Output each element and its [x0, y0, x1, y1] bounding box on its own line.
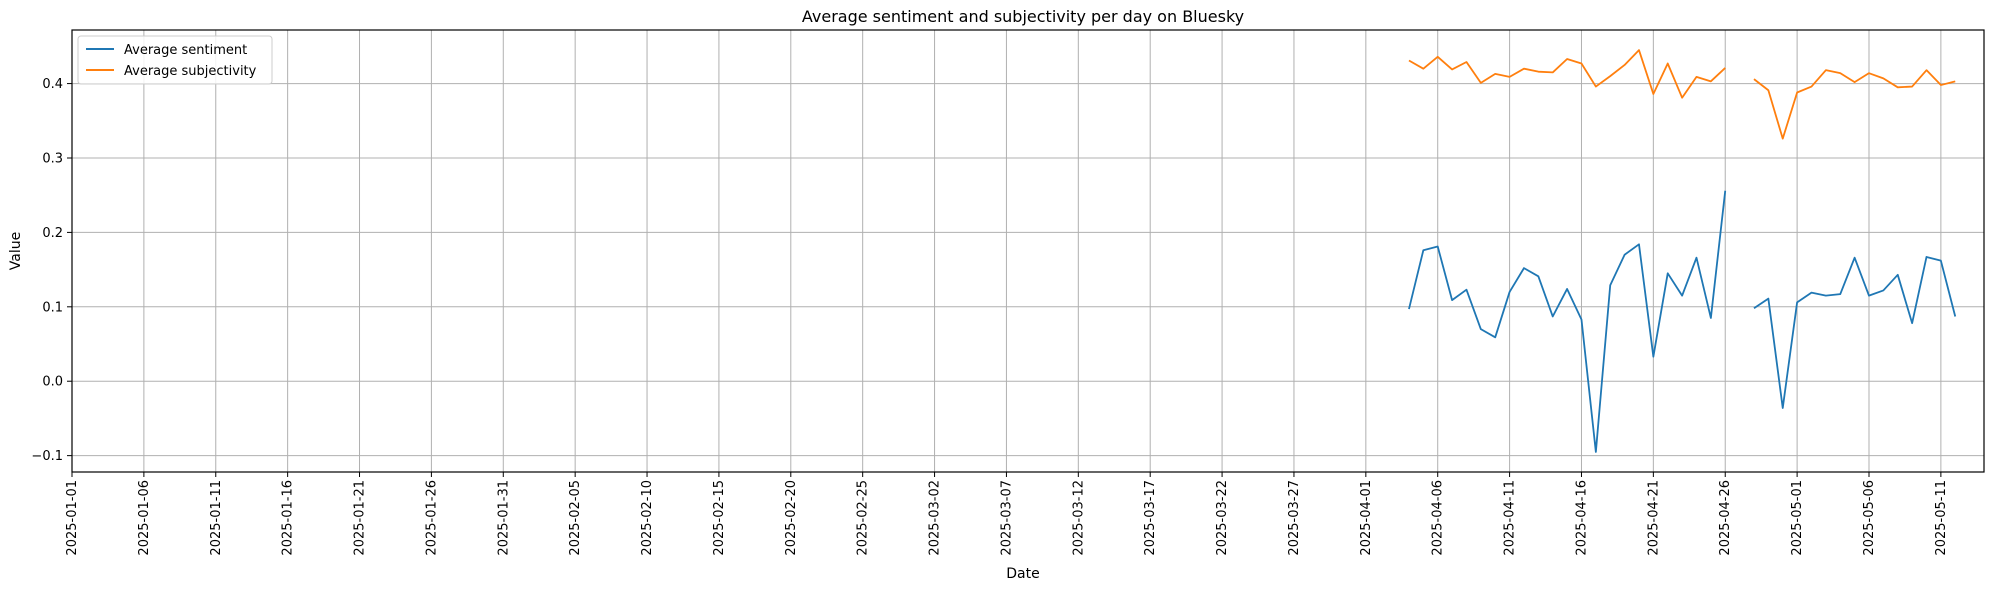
x-tick-label: 2025-01-16: [281, 480, 296, 556]
x-tick-label: 2025-01-26: [424, 480, 439, 556]
y-tick-label: 0.4: [42, 77, 63, 92]
legend-box: [77, 35, 273, 85]
x-tick-label: 2025-01-31: [496, 480, 511, 556]
legend-label-subjectivity: Average subjectivity: [124, 64, 257, 79]
series-line-sentiment-segment-1: [1408, 190, 1727, 453]
x-tick-label: 2025-04-11: [1503, 480, 1518, 556]
x-axis-ticks: 2025-01-01 2025-01-06 2025-01-11 2025-01-16…: [65, 472, 1949, 556]
x-tick-label: 2025-04-16: [1574, 480, 1589, 556]
x-tick-label: 2025-01-11: [209, 480, 224, 556]
series-line-subjectivity-segment-2: [1753, 69, 1956, 140]
y-tick-label: 0.1: [42, 300, 63, 315]
x-tick-label: 2025-01-01: [65, 480, 80, 556]
y-axis-ticks: −0.1 0.0 0.1 0.2 0.3 0.4: [31, 77, 72, 464]
x-tick-label: 2025-04-06: [1431, 480, 1446, 556]
y-tick-label: −0.1: [31, 449, 63, 464]
x-tick-label: 2025-03-02: [928, 480, 943, 556]
x-axis-label: Date: [1006, 566, 1039, 582]
x-tick-label: 2025-02-10: [640, 480, 655, 556]
grid: [71, 30, 1984, 472]
x-tick-label: 2025-03-07: [999, 480, 1014, 556]
x-tick-label: 2025-04-01: [1359, 480, 1374, 556]
y-axis-label: Value: [8, 232, 24, 270]
x-tick-label: 2025-05-01: [1790, 480, 1805, 556]
x-tick-label: 2025-03-27: [1287, 480, 1302, 556]
x-tick-label: 2025-02-25: [856, 480, 871, 556]
legend: Average sentiment Average subjectivity: [77, 35, 273, 85]
series-lines: [1408, 49, 1957, 453]
x-tick-label: 2025-05-06: [1862, 480, 1877, 556]
x-tick-label: 2025-02-20: [784, 480, 799, 556]
x-tick-label: 2025-04-26: [1718, 480, 1733, 556]
x-tick-label: 2025-03-12: [1071, 480, 1086, 556]
x-tick-label: 2025-04-21: [1646, 480, 1661, 556]
x-tick-label: 2025-03-17: [1143, 480, 1158, 556]
series-line-sentiment-segment-2: [1753, 256, 1957, 409]
x-tick-label: 2025-02-15: [712, 480, 727, 556]
y-tick-label: 0.0: [42, 375, 63, 390]
y-tick-label: 0.3: [42, 151, 63, 166]
x-tick-label: 2025-02-05: [568, 480, 583, 556]
x-tick-label: 2025-03-22: [1215, 480, 1230, 556]
y-tick-label: 0.2: [42, 226, 63, 241]
x-tick-label: 2025-01-06: [137, 480, 152, 556]
plot-area-frame: [71, 29, 1985, 473]
x-tick-label: 2025-01-21: [353, 480, 368, 556]
x-tick-label: 2025-05-11: [1934, 480, 1949, 556]
legend-label-sentiment: Average sentiment: [124, 43, 247, 58]
chart-title: Average sentiment and subjectivity per d…: [802, 7, 1244, 26]
series-line-subjectivity-segment-1: [1408, 49, 1726, 99]
